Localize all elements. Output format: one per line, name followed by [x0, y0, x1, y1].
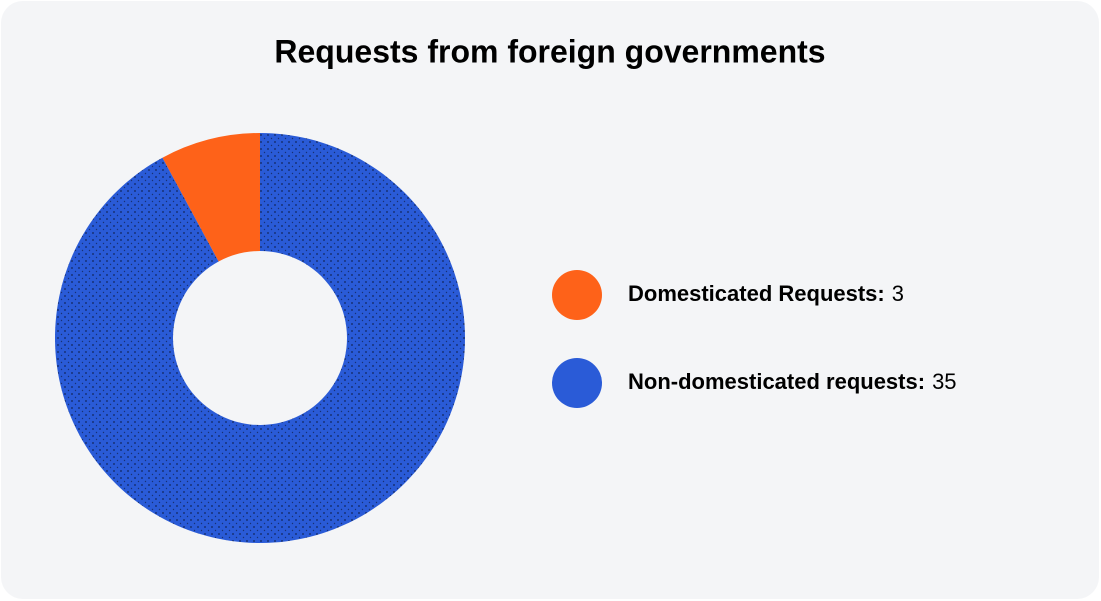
legend-swatch	[552, 358, 602, 408]
legend: Domesticated Requests: 3 Non-domesticated …	[552, 270, 957, 408]
donut-slice	[162, 133, 260, 262]
legend-swatch	[552, 270, 602, 320]
legend-category: Non-domesticated requests:	[628, 369, 925, 394]
legend-label: Domesticated Requests: 3	[628, 281, 904, 306]
legend-value: 35	[932, 369, 956, 394]
slice-texture	[55, 133, 466, 544]
legend-category: Domesticated Requests:	[628, 281, 885, 306]
legend-label: Non-domesticated requests: 35	[628, 369, 957, 394]
chart-title: Requests from foreign governments	[274, 33, 825, 69]
legend-value: 3	[892, 281, 904, 306]
donut	[55, 133, 466, 544]
